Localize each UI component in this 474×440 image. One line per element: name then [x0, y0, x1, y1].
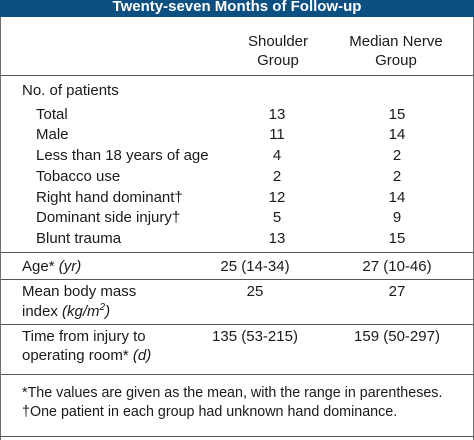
row-value-median: 9	[392, 209, 402, 226]
header-divider	[1, 75, 473, 76]
row-label: Dominant side injury†	[36, 209, 181, 226]
time-value-shoulder: 135 (53-215)	[212, 328, 298, 345]
age-value-shoulder: 25 (14-34)	[220, 258, 290, 275]
bmi-label-line1: Mean body mass	[22, 283, 137, 300]
time-value-median: 159 (50-297)	[354, 328, 440, 345]
time-label-line2-text: operating room*	[22, 347, 129, 364]
row-value-shoulder: 13	[268, 106, 286, 123]
column-header-median-nerve-line1: Median Nerve	[349, 33, 443, 50]
table-caption: Twenty-seven Months of Follow-up	[112, 0, 362, 15]
row-label: Blunt trauma	[36, 230, 122, 247]
age-label: Age* (yr)	[22, 258, 81, 275]
row-value-shoulder: 13	[268, 230, 286, 247]
section-label-patients: No. of patients	[22, 82, 119, 99]
row-label: Tobacco use	[36, 168, 121, 185]
row-value-median: 2	[392, 168, 402, 185]
column-header-shoulder: Shoulder Group	[203, 32, 353, 70]
row-value-shoulder: 5	[272, 209, 282, 226]
table-bottom-rule	[1, 374, 473, 375]
bmi-unit-close: )	[105, 303, 111, 320]
row-value-shoulder: 4	[272, 147, 282, 164]
bmi-unit-base: (kg/m	[62, 303, 100, 320]
row-label: Total	[36, 106, 68, 123]
column-header-shoulder-line2: Group	[257, 52, 299, 69]
bmi-value-median: 27	[388, 283, 406, 300]
row-label: Less than 18 years of age	[36, 147, 209, 164]
bmi-unit: (kg/m2)	[62, 302, 111, 320]
bmi-label-line2-text: index	[22, 303, 58, 320]
row-label: Male	[36, 126, 69, 143]
column-header-median-nerve-line2: Group	[375, 52, 417, 69]
row-value-median: 14	[388, 126, 406, 143]
bmi-unit-superscript: 2	[99, 302, 106, 313]
row-value-median: 15	[388, 106, 406, 123]
column-header-shoulder-line1: Shoulder	[247, 33, 309, 50]
row-value-median: 2	[392, 147, 402, 164]
row-divider	[1, 279, 473, 280]
time-unit: (d)	[132, 347, 152, 364]
column-header-median-nerve: Median Nerve Group	[326, 32, 466, 70]
page-bottom-rule	[0, 436, 474, 437]
age-value-median: 27 (10-46)	[362, 258, 432, 275]
row-value-shoulder: 11	[269, 126, 285, 143]
row-label: Right hand dominant†	[36, 189, 183, 206]
time-label-line2: operating room* (d)	[22, 347, 151, 364]
age-unit: (yr)	[58, 258, 82, 275]
bmi-value-shoulder: 25	[246, 283, 264, 300]
row-divider	[1, 324, 473, 325]
footnote-mean-range: *The values are given as the mean, with …	[22, 385, 443, 401]
table-caption-band: Twenty-seven Months of Follow-up	[0, 0, 474, 17]
bmi-label-line2: index (kg/m2)	[22, 302, 110, 320]
table-frame	[0, 17, 474, 440]
age-label-text: Age*	[22, 258, 55, 275]
row-value-shoulder: 2	[272, 168, 282, 185]
footnote-hand-dominance: †One patient in each group had unknown h…	[22, 404, 398, 420]
row-value-shoulder: 12	[268, 189, 286, 206]
row-value-median: 14	[388, 189, 406, 206]
time-label-line1: Time from injury to	[22, 328, 146, 345]
row-value-median: 15	[388, 230, 406, 247]
row-divider	[1, 252, 473, 253]
